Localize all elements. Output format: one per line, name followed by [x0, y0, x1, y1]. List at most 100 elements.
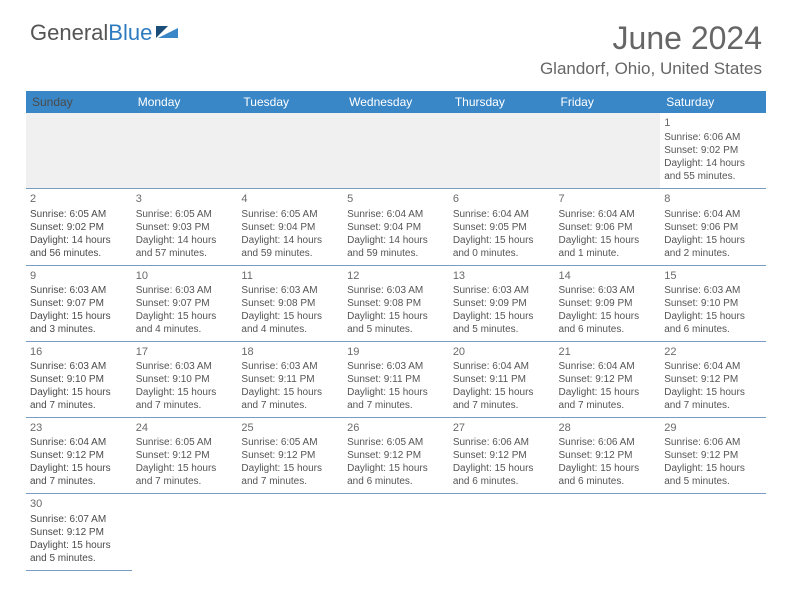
calendar-row: 9Sunrise: 6:03 AMSunset: 9:07 PMDaylight…	[26, 265, 766, 341]
calendar-cell	[343, 494, 449, 570]
sunrise-line: Sunrise: 6:06 AM	[453, 436, 551, 449]
calendar-cell	[237, 494, 343, 570]
logo-text-general: General	[30, 20, 108, 46]
calendar-cell	[555, 494, 661, 570]
calendar-cell	[449, 113, 555, 189]
sunrise-line: Sunrise: 6:04 AM	[559, 208, 657, 221]
calendar-cell: 13Sunrise: 6:03 AMSunset: 9:09 PMDayligh…	[449, 265, 555, 341]
daylight-line: Daylight: 15 hours and 5 minutes.	[453, 310, 551, 336]
sunset-line: Sunset: 9:04 PM	[241, 221, 339, 234]
calendar-row: 2Sunrise: 6:05 AMSunset: 9:02 PMDaylight…	[26, 189, 766, 265]
day-number: 5	[347, 192, 445, 206]
sunset-line: Sunset: 9:08 PM	[347, 297, 445, 310]
calendar-cell: 10Sunrise: 6:03 AMSunset: 9:07 PMDayligh…	[132, 265, 238, 341]
sunrise-line: Sunrise: 6:03 AM	[30, 284, 128, 297]
day-number: 3	[136, 192, 234, 206]
calendar-cell: 15Sunrise: 6:03 AMSunset: 9:10 PMDayligh…	[660, 265, 766, 341]
day-number: 26	[347, 421, 445, 435]
sunrise-line: Sunrise: 6:03 AM	[347, 360, 445, 373]
calendar-cell	[343, 113, 449, 189]
sunset-line: Sunset: 9:12 PM	[30, 449, 128, 462]
sunrise-line: Sunrise: 6:04 AM	[30, 436, 128, 449]
calendar-cell: 6Sunrise: 6:04 AMSunset: 9:05 PMDaylight…	[449, 189, 555, 265]
daylight-line: Daylight: 14 hours and 55 minutes.	[664, 157, 762, 183]
daylight-line: Daylight: 15 hours and 2 minutes.	[664, 234, 762, 260]
sunrise-line: Sunrise: 6:05 AM	[241, 436, 339, 449]
calendar-cell	[26, 113, 132, 189]
sunrise-line: Sunrise: 6:05 AM	[136, 436, 234, 449]
calendar-cell: 1Sunrise: 6:06 AMSunset: 9:02 PMDaylight…	[660, 113, 766, 189]
daylight-line: Daylight: 15 hours and 5 minutes.	[664, 462, 762, 488]
daylight-line: Daylight: 15 hours and 7 minutes.	[347, 386, 445, 412]
calendar-cell: 30Sunrise: 6:07 AMSunset: 9:12 PMDayligh…	[26, 494, 132, 570]
sunset-line: Sunset: 9:02 PM	[664, 144, 762, 157]
month-title: June 2024	[540, 20, 762, 57]
sunset-line: Sunset: 9:07 PM	[30, 297, 128, 310]
calendar-cell: 23Sunrise: 6:04 AMSunset: 9:12 PMDayligh…	[26, 418, 132, 494]
sunset-line: Sunset: 9:12 PM	[664, 449, 762, 462]
calendar-cell: 2Sunrise: 6:05 AMSunset: 9:02 PMDaylight…	[26, 189, 132, 265]
day-number: 17	[136, 345, 234, 359]
calendar-cell: 27Sunrise: 6:06 AMSunset: 9:12 PMDayligh…	[449, 418, 555, 494]
sunset-line: Sunset: 9:04 PM	[347, 221, 445, 234]
calendar-cell	[660, 494, 766, 570]
logo: GeneralBlue	[30, 20, 182, 46]
day-number: 14	[559, 269, 657, 283]
weekday-header: Tuesday	[237, 91, 343, 113]
sunrise-line: Sunrise: 6:03 AM	[347, 284, 445, 297]
calendar-body: 1Sunrise: 6:06 AMSunset: 9:02 PMDaylight…	[26, 113, 766, 570]
day-number: 1	[664, 116, 762, 130]
daylight-line: Daylight: 15 hours and 7 minutes.	[30, 462, 128, 488]
daylight-line: Daylight: 14 hours and 57 minutes.	[136, 234, 234, 260]
sunset-line: Sunset: 9:03 PM	[136, 221, 234, 234]
daylight-line: Daylight: 15 hours and 7 minutes.	[136, 462, 234, 488]
day-number: 10	[136, 269, 234, 283]
daylight-line: Daylight: 15 hours and 7 minutes.	[241, 462, 339, 488]
sunset-line: Sunset: 9:12 PM	[347, 449, 445, 462]
sunrise-line: Sunrise: 6:03 AM	[664, 284, 762, 297]
sunrise-line: Sunrise: 6:04 AM	[347, 208, 445, 221]
calendar-cell: 4Sunrise: 6:05 AMSunset: 9:04 PMDaylight…	[237, 189, 343, 265]
sunrise-line: Sunrise: 6:05 AM	[30, 208, 128, 221]
sunrise-line: Sunrise: 6:03 AM	[241, 284, 339, 297]
day-number: 6	[453, 192, 551, 206]
calendar-cell: 14Sunrise: 6:03 AMSunset: 9:09 PMDayligh…	[555, 265, 661, 341]
sunset-line: Sunset: 9:11 PM	[453, 373, 551, 386]
daylight-line: Daylight: 14 hours and 59 minutes.	[241, 234, 339, 260]
day-number: 9	[30, 269, 128, 283]
logo-text-blue: Blue	[108, 20, 152, 46]
day-number: 23	[30, 421, 128, 435]
calendar-table: Sunday Monday Tuesday Wednesday Thursday…	[26, 91, 766, 571]
calendar-cell: 19Sunrise: 6:03 AMSunset: 9:11 PMDayligh…	[343, 341, 449, 417]
sunrise-line: Sunrise: 6:03 AM	[30, 360, 128, 373]
daylight-line: Daylight: 15 hours and 7 minutes.	[136, 386, 234, 412]
calendar-cell: 24Sunrise: 6:05 AMSunset: 9:12 PMDayligh…	[132, 418, 238, 494]
daylight-line: Daylight: 15 hours and 7 minutes.	[664, 386, 762, 412]
daylight-line: Daylight: 15 hours and 7 minutes.	[559, 386, 657, 412]
sunset-line: Sunset: 9:07 PM	[136, 297, 234, 310]
sunrise-line: Sunrise: 6:05 AM	[347, 436, 445, 449]
calendar-cell: 9Sunrise: 6:03 AMSunset: 9:07 PMDaylight…	[26, 265, 132, 341]
calendar-cell: 5Sunrise: 6:04 AMSunset: 9:04 PMDaylight…	[343, 189, 449, 265]
day-number: 28	[559, 421, 657, 435]
calendar-row: 1Sunrise: 6:06 AMSunset: 9:02 PMDaylight…	[26, 113, 766, 189]
daylight-line: Daylight: 15 hours and 1 minute.	[559, 234, 657, 260]
day-number: 30	[30, 497, 128, 511]
calendar-cell	[132, 494, 238, 570]
daylight-line: Daylight: 15 hours and 6 minutes.	[664, 310, 762, 336]
daylight-line: Daylight: 15 hours and 4 minutes.	[241, 310, 339, 336]
sunrise-line: Sunrise: 6:06 AM	[559, 436, 657, 449]
weekday-header: Monday	[132, 91, 238, 113]
sunset-line: Sunset: 9:12 PM	[664, 373, 762, 386]
calendar-cell: 20Sunrise: 6:04 AMSunset: 9:11 PMDayligh…	[449, 341, 555, 417]
daylight-line: Daylight: 15 hours and 6 minutes.	[559, 462, 657, 488]
day-number: 20	[453, 345, 551, 359]
title-block: June 2024 Glandorf, Ohio, United States	[540, 20, 762, 79]
daylight-line: Daylight: 15 hours and 6 minutes.	[453, 462, 551, 488]
sunrise-line: Sunrise: 6:05 AM	[241, 208, 339, 221]
sunrise-line: Sunrise: 6:06 AM	[664, 131, 762, 144]
calendar-cell	[555, 113, 661, 189]
day-number: 2	[30, 192, 128, 206]
daylight-line: Daylight: 15 hours and 3 minutes.	[30, 310, 128, 336]
sunrise-line: Sunrise: 6:03 AM	[453, 284, 551, 297]
